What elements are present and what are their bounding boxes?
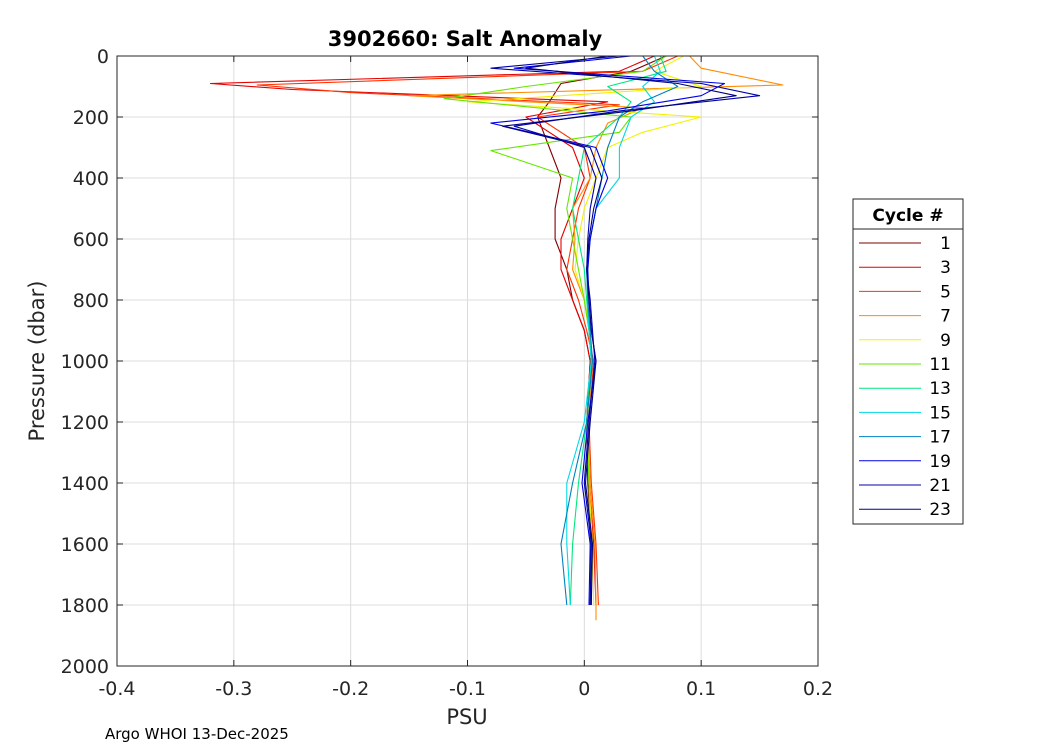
y-tick-label: 200 bbox=[73, 107, 109, 129]
legend-label-cycle-15: 15 bbox=[929, 403, 951, 423]
y-tick-label: 1000 bbox=[61, 351, 109, 373]
y-tick-label: 800 bbox=[73, 290, 109, 312]
x-tick-label: -0.2 bbox=[332, 678, 369, 700]
chart-title: 3902660: Salt Anomaly bbox=[328, 27, 603, 51]
series-line-cycle-21 bbox=[490, 55, 761, 606]
legend-label-cycle-23: 23 bbox=[929, 500, 951, 520]
y-axis-label: Pressure (dbar) bbox=[25, 281, 49, 442]
x-tick-label: -0.1 bbox=[449, 678, 486, 700]
x-tick-label: 0.1 bbox=[686, 678, 716, 700]
legend-box bbox=[852, 198, 964, 525]
y-tick-label: 0 bbox=[97, 46, 109, 68]
legend-label-cycle-19: 19 bbox=[929, 452, 951, 472]
series-line-cycle-23 bbox=[501, 55, 737, 606]
y-tick-label: 600 bbox=[73, 229, 109, 251]
legend-label-cycle-9: 9 bbox=[940, 331, 951, 351]
y-tick-label: 1600 bbox=[61, 534, 109, 556]
x-tick-label: 0.2 bbox=[803, 678, 833, 700]
legend-label-cycle-17: 17 bbox=[929, 428, 951, 448]
axis-ticks: -0.4 -0.3 -0.2 -0.1 0 0.1 0.2 0 200 400 600 800 1000… bbox=[61, 46, 833, 700]
x-tick-label: -0.4 bbox=[98, 678, 135, 700]
y-tick-label: 400 bbox=[73, 168, 109, 190]
y-tick-label: 1200 bbox=[61, 412, 109, 434]
series-line-cycle-19 bbox=[490, 55, 726, 606]
series-lines bbox=[209, 55, 784, 621]
x-tick-label: 0 bbox=[578, 678, 590, 700]
legend-label-cycle-7: 7 bbox=[940, 307, 951, 327]
legend-label-cycle-11: 11 bbox=[929, 355, 951, 375]
legend-title: Cycle # bbox=[872, 206, 943, 226]
legend-label-cycle-1: 1 bbox=[940, 234, 951, 254]
legend-label-cycle-21: 21 bbox=[929, 476, 951, 496]
y-tick-label: 2000 bbox=[61, 656, 109, 678]
x-axis-label: PSU bbox=[446, 705, 487, 729]
series-line-cycle-13 bbox=[569, 55, 667, 606]
footer-credit: Argo WHOI 13-Dec-2025 bbox=[105, 725, 289, 743]
legend-label-cycle-13: 13 bbox=[929, 379, 951, 399]
y-tick-label: 1400 bbox=[61, 473, 109, 495]
y-tick-label: 1800 bbox=[61, 595, 109, 617]
legend-label-cycle-3: 3 bbox=[940, 258, 951, 278]
legend-label-cycle-5: 5 bbox=[940, 282, 951, 302]
series-line-cycle-7 bbox=[408, 55, 784, 621]
x-tick-label: -0.3 bbox=[215, 678, 252, 700]
